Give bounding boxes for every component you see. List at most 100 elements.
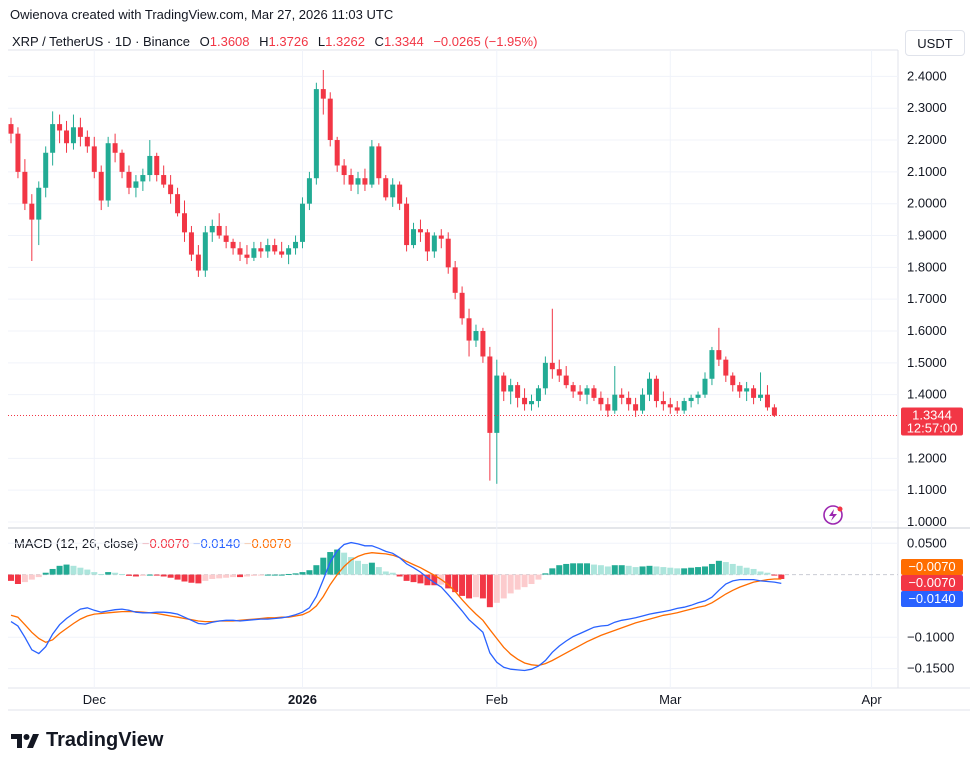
candle-body: [216, 225, 222, 236]
candle-body: [501, 375, 507, 392]
notification-dot: [837, 506, 843, 512]
macd-histogram-bar: [667, 567, 674, 575]
macd-histogram-bar: [702, 566, 708, 575]
macd-histogram-bar: [77, 567, 84, 575]
tradingview-logo-icon: [11, 733, 39, 748]
time-tick-label: Mar: [659, 692, 682, 707]
candle-body: [674, 407, 680, 411]
candle-body: [36, 187, 42, 220]
last-price-tag-price: 1.3344: [912, 408, 952, 423]
candle-body: [619, 394, 625, 398]
brand-name: TradingView: [46, 729, 164, 751]
high-value: 1.3726: [268, 34, 309, 49]
macd-tick-label: −0.1500: [907, 661, 954, 676]
candle-body: [258, 248, 264, 252]
macd-histogram-bar: [264, 574, 271, 576]
candle-body: [22, 171, 28, 204]
macd-histogram-bar: [764, 572, 771, 575]
candle-body: [549, 362, 555, 370]
macd-histogram-bar: [410, 574, 417, 583]
candle-body: [681, 401, 687, 411]
candle-body: [411, 229, 417, 246]
candle-body: [182, 213, 187, 233]
macd-histogram-bar: [285, 573, 292, 575]
candle-body: [646, 378, 652, 395]
candle-body: [487, 356, 493, 433]
macd-histogram-bar: [119, 573, 126, 575]
macd-histogram-bar: [306, 570, 313, 575]
candle-body: [764, 394, 770, 408]
candle-body: [91, 146, 97, 172]
macd-histogram-bar: [597, 565, 604, 575]
macd-histogram-bar: [202, 574, 209, 581]
macd-histogram-bar: [28, 574, 35, 580]
candle-body: [348, 175, 354, 185]
macd-histogram-bar: [674, 568, 681, 575]
candle-body: [327, 98, 333, 141]
macd-histogram-bar: [563, 563, 570, 575]
macd-histogram-bar: [160, 574, 167, 577]
macd-histogram-bar: [8, 574, 14, 581]
macd-histogram-bar: [292, 573, 299, 575]
macd-histogram-bar: [375, 567, 382, 575]
macd-histogram-bar: [125, 574, 132, 576]
macd-histogram-bar: [361, 563, 368, 575]
symbol-name[interactable]: XRP / TetherUS · 1D · Binance: [12, 34, 190, 49]
candle-body: [77, 127, 83, 137]
price-tick-label: 1.8000: [907, 259, 947, 274]
lightning-icon[interactable]: [823, 505, 843, 525]
candle-body: [64, 130, 70, 144]
macd-histogram-bar: [14, 574, 21, 584]
low-label: L: [317, 34, 326, 49]
candle-body: [438, 235, 444, 239]
macd-histogram-bar: [167, 574, 174, 578]
macd-hist-tag-label: −0.0070: [908, 575, 955, 590]
macd-histogram-bar: [688, 567, 695, 575]
candle-body: [737, 385, 743, 392]
macd-histogram-bar: [486, 574, 493, 608]
candle-body: [369, 146, 375, 185]
macd-histogram-bar: [382, 571, 389, 575]
candle-body: [8, 124, 14, 134]
candle-body: [758, 394, 764, 398]
macd-line-tag: [901, 591, 963, 607]
candle-body: [626, 397, 632, 405]
macd-histogram-bar: [736, 565, 743, 575]
symbol-info-row: XRP / TetherUS · 1D · Binance O1.3608 H1…: [12, 34, 537, 49]
candle-body: [43, 152, 49, 188]
macd-histogram-bar: [715, 560, 722, 575]
high-label: H: [259, 34, 269, 49]
macd-histogram-bar: [778, 574, 785, 579]
macd-histogram-bar: [146, 574, 153, 576]
candle-body: [209, 225, 215, 233]
price-tick-label: 1.1000: [907, 482, 947, 497]
candle-body: [556, 369, 562, 376]
macd-histogram-bar: [618, 565, 625, 575]
candle-body: [390, 184, 396, 198]
candle-body: [383, 178, 389, 198]
macd-histogram-bar: [153, 574, 160, 576]
macd-histogram-bar: [56, 565, 63, 575]
macd-histogram-bar: [230, 574, 237, 578]
candle-body: [279, 251, 285, 255]
candle-body: [265, 245, 271, 252]
macd-histogram-bar: [625, 565, 632, 575]
candle-body: [480, 331, 486, 357]
candle-body: [508, 385, 514, 392]
macd-tick-label: −0.1000: [907, 629, 954, 644]
macd-histogram-bar: [542, 573, 549, 575]
candle-body: [730, 375, 736, 386]
candle-body: [70, 127, 76, 144]
macd-histogram-bar: [105, 572, 112, 575]
macd-histogram-bar: [445, 574, 452, 589]
macd-line-tag-label: −0.0140: [908, 591, 955, 606]
price-tick-label: 1.4000: [907, 387, 947, 402]
price-tick-label: 2.4000: [907, 68, 947, 83]
macd-histogram-bar: [500, 574, 507, 599]
macd-histogram-bar: [466, 574, 473, 599]
candle-body: [195, 254, 201, 271]
candle-body: [542, 362, 548, 389]
candle-body: [84, 136, 90, 147]
currency-button[interactable]: USDT: [905, 30, 965, 56]
